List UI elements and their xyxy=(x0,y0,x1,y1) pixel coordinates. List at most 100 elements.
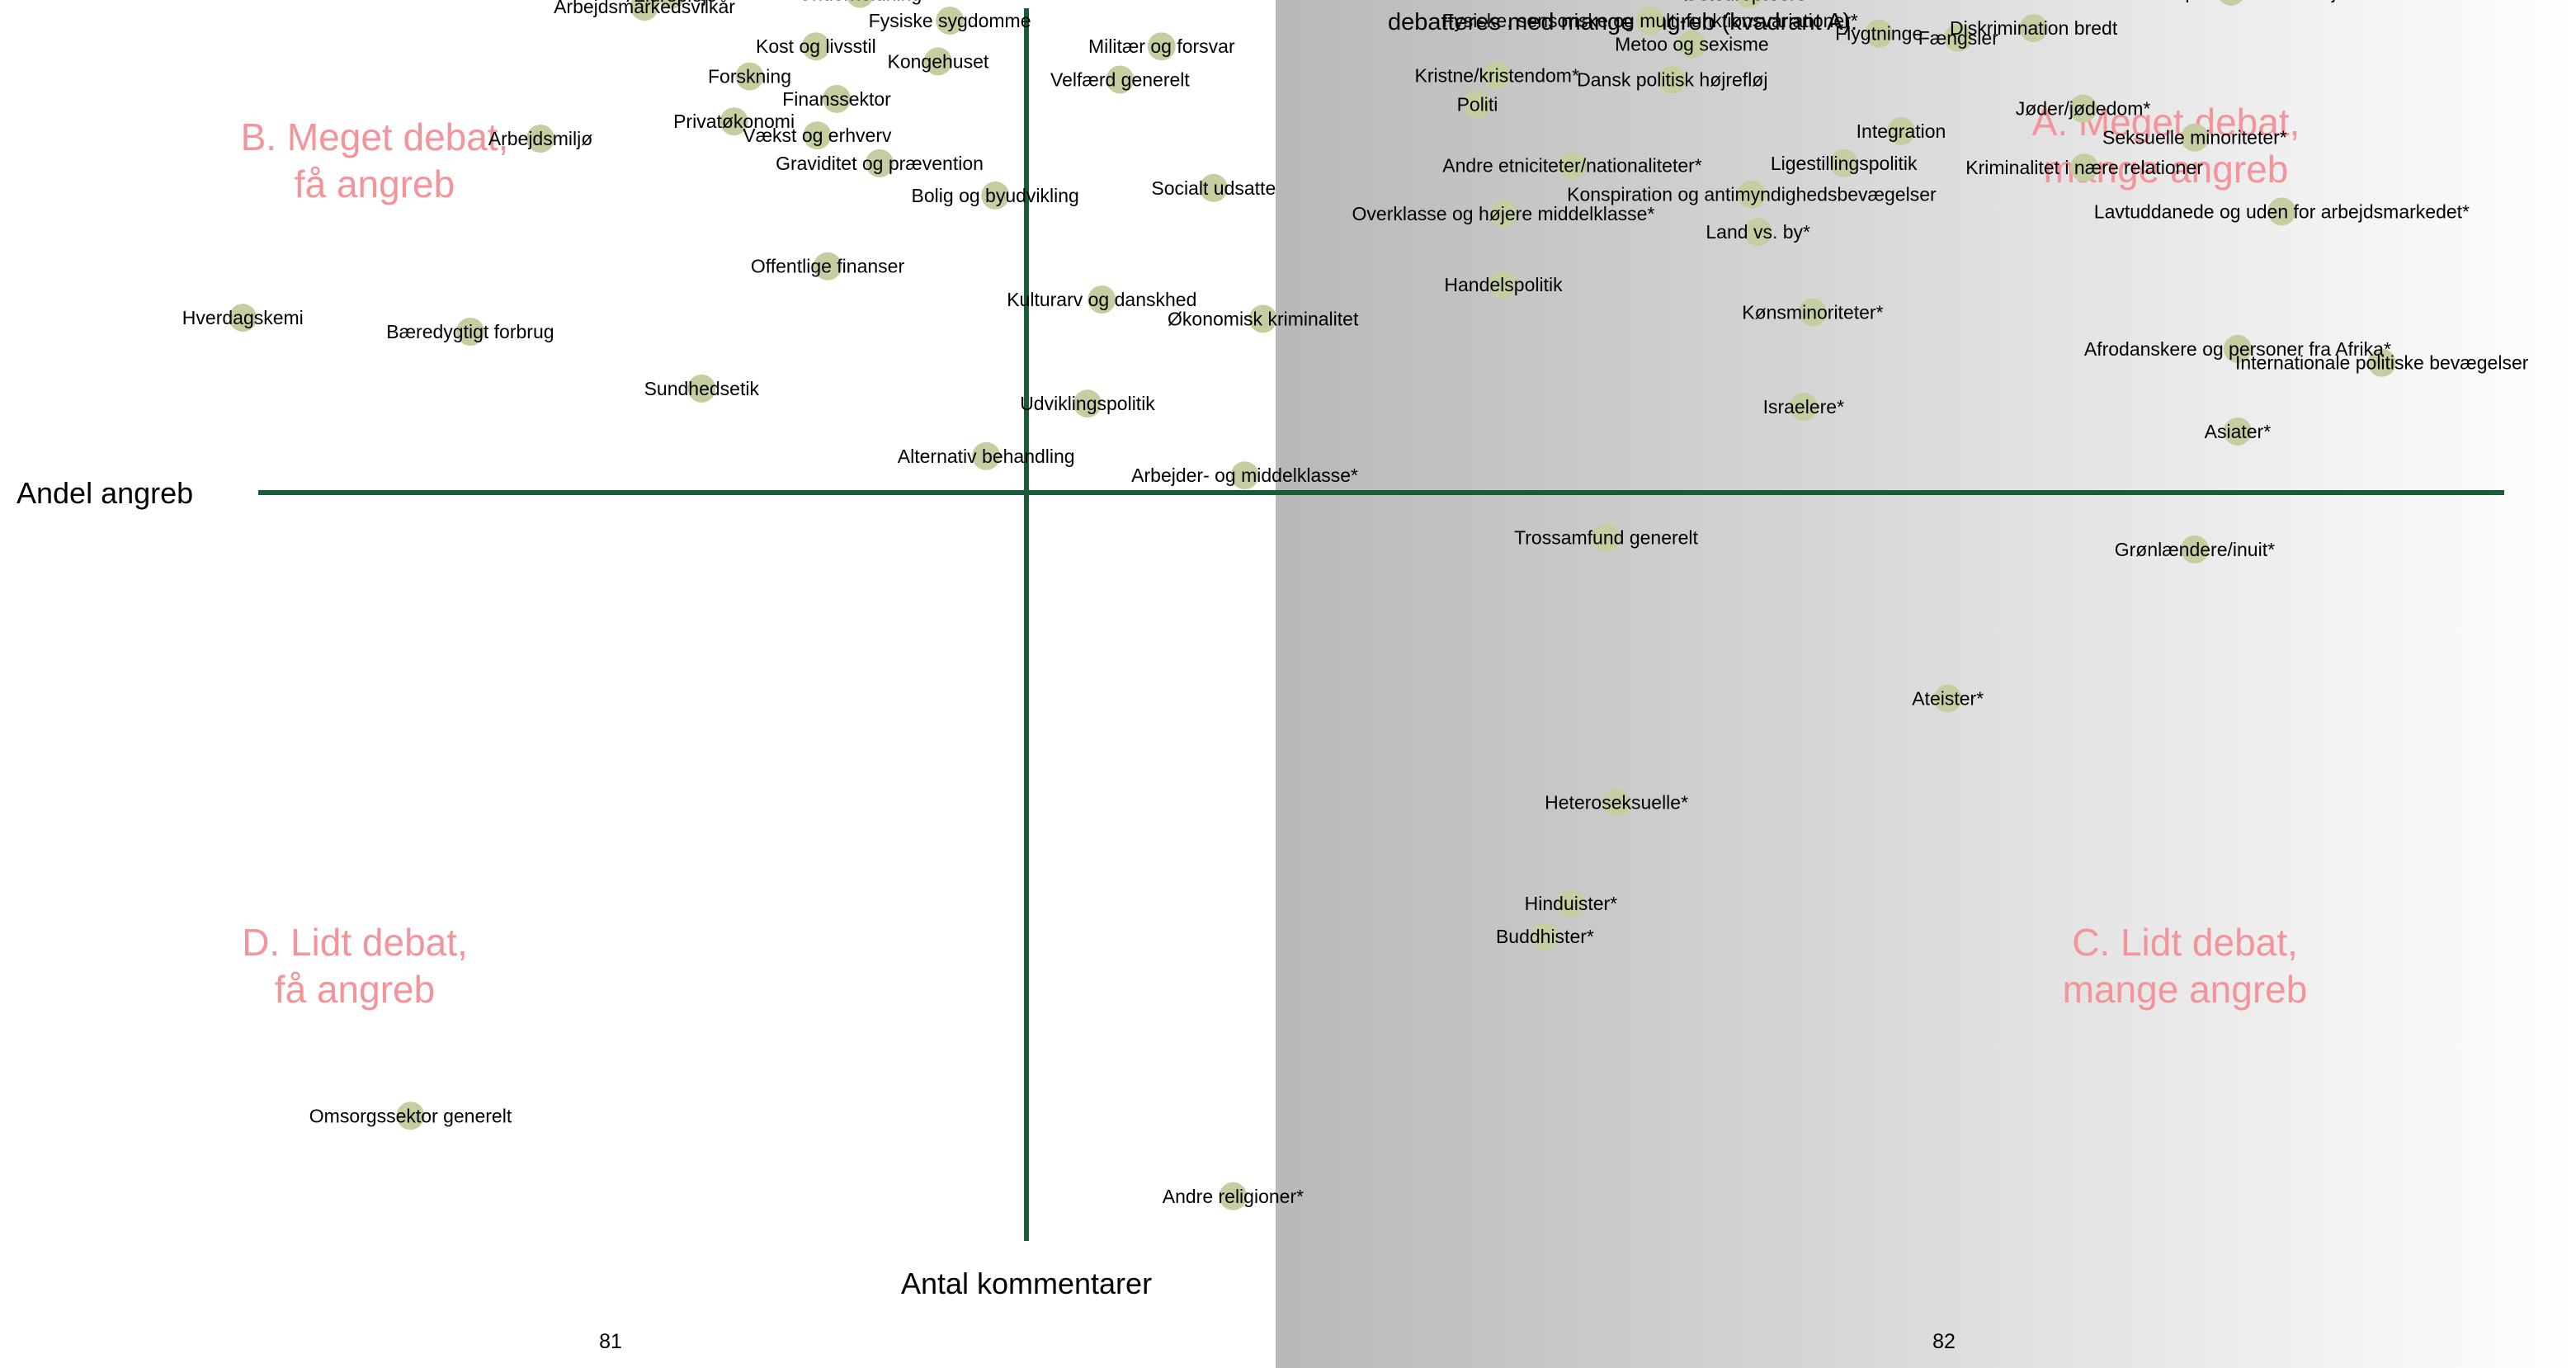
point-label: Fysiske, sensoriske og multi-funktionsva… xyxy=(1442,10,1858,31)
point-label: Lavtuddanede og uden for arbejdsmarkedet… xyxy=(2094,200,2470,222)
point-marker xyxy=(923,47,952,76)
point-label: Hinduister* xyxy=(1525,893,1618,914)
quadrant-label-top-left-line-2: få angreb xyxy=(295,163,455,205)
point-label: Andre religioner* xyxy=(1163,1186,1304,1207)
point-label: Seksuelle minoriteter* xyxy=(2102,127,2287,149)
point-label: Udviklingspolitik xyxy=(1020,393,1155,414)
point-marker xyxy=(2223,417,2252,446)
point-marker xyxy=(1677,30,1706,59)
point-marker xyxy=(1737,180,1766,209)
point-label: Heteroseksuelle* xyxy=(1545,792,1688,814)
point-marker xyxy=(2220,0,2243,6)
point-label: Flygtninge xyxy=(1835,23,1923,45)
point-marker xyxy=(1248,304,1277,333)
point-marker xyxy=(2019,14,2048,43)
point-label: Grønlændere/inuit* xyxy=(2115,539,2275,560)
point-marker xyxy=(1933,684,1962,713)
point-marker xyxy=(2367,348,2396,377)
point-label: Privatøkonomi xyxy=(673,111,795,132)
point-label: Forskning xyxy=(708,66,791,87)
point-label: Internationale politiske bevægelser xyxy=(2235,352,2529,374)
point-label: Dansk politisk højrefløj xyxy=(1577,69,1767,91)
point-label: Ateister* xyxy=(1912,688,1984,710)
point-label: Kongehuset xyxy=(888,50,989,72)
point-label: Hverdagskemi xyxy=(182,307,304,328)
quadrant-label-bottom-left-line-1: D. Lidt debat, xyxy=(242,921,468,964)
point-marker xyxy=(814,252,842,281)
point-marker xyxy=(1636,7,1664,35)
point-label: Vækst og erhverv xyxy=(743,125,892,146)
point-label: Andre etniciteter/nationaliteter* xyxy=(1442,155,1702,177)
point-label: Politi xyxy=(1457,93,1498,115)
page-number-left: 81 xyxy=(599,1330,622,1353)
point-marker xyxy=(2267,197,2296,226)
point-label: Fængsler xyxy=(1918,27,1998,49)
point-label: Overklasse og højere middelklasse* xyxy=(1352,203,1655,224)
point-marker xyxy=(2069,94,2097,123)
point-marker xyxy=(1489,270,1517,299)
point-label: Økonomisk kriminalitet xyxy=(1168,308,1359,329)
point-label: Arbejder- og middelklasse* xyxy=(1131,465,1358,486)
point-label: Finanssektor xyxy=(782,88,891,110)
point-label: Alternativ behandling xyxy=(898,446,1075,467)
quadrant-label-bottom-right-line-1: C. Lidt debat, xyxy=(2072,921,2298,964)
point-marker xyxy=(396,1101,425,1130)
point-marker xyxy=(823,84,851,113)
point-marker xyxy=(1558,151,1587,180)
point-marker xyxy=(1219,1182,1248,1210)
point-marker xyxy=(1789,393,1818,421)
point-marker xyxy=(936,7,965,35)
quadrant-label-bottom-right-line-2: mange angreb xyxy=(2063,968,2308,1011)
point-marker xyxy=(1736,0,1762,8)
point-label: Bolig og byudvikling xyxy=(912,185,1079,206)
point-label: Kulturarv og danskhed xyxy=(1007,289,1196,310)
point-marker xyxy=(2070,153,2099,182)
point-label: Østeuropæere* xyxy=(1684,0,1814,5)
quadrant-label-top-left-line-1: B. Meget debat, xyxy=(241,116,509,158)
point-marker xyxy=(1199,173,1228,202)
point-label: Buddhister* xyxy=(1496,926,1594,947)
point-marker xyxy=(1556,889,1585,918)
point-marker xyxy=(1743,218,1772,247)
point-marker xyxy=(1106,65,1135,94)
note-line-2: debatteres med mange angreb (kvadrant A)… xyxy=(1388,9,1857,35)
x-axis-label: Antal kommentarer xyxy=(901,1267,1152,1300)
point-marker xyxy=(2180,535,2209,564)
point-label: Militær og forsvar xyxy=(1088,35,1235,57)
point-label: Sundhedsetik xyxy=(644,378,760,399)
point-marker xyxy=(866,149,894,177)
point-marker xyxy=(630,0,658,21)
point-label: Afrodanskere og personer fra Afrika* xyxy=(2084,338,2391,360)
point-label: Asiater* xyxy=(2205,421,2272,442)
point-marker xyxy=(972,441,1001,470)
point-label: Socialt udsatte xyxy=(1151,177,1276,199)
point-label: Kønsminoriteter* xyxy=(1742,302,1883,323)
point-label: Land vs. by* xyxy=(1706,221,1810,243)
right-half-shading xyxy=(1276,0,2576,1368)
point-label: Velfærd generelt xyxy=(1050,69,1190,91)
point-label: Underholdning xyxy=(799,0,922,5)
point-label: Jøder/jødedom* xyxy=(2016,98,2151,120)
point-marker xyxy=(455,318,484,346)
point-label: Fysiske sygdomme xyxy=(869,10,1031,31)
point-label: Dansk politisk venstrefløj xyxy=(2126,0,2336,2)
point-label: Israelere* xyxy=(1763,396,1844,417)
point-marker xyxy=(229,304,257,333)
point-marker xyxy=(1489,200,1517,228)
point-marker xyxy=(1463,90,1492,119)
point-marker xyxy=(1865,19,1894,48)
point-label: Kriminalitet i nære relationer xyxy=(1965,157,2203,178)
point-label: Metoo og sexisme xyxy=(1615,34,1769,55)
point-marker xyxy=(526,125,554,153)
point-marker xyxy=(1887,116,1915,145)
point-label: Omsorgssektor generelt xyxy=(309,1105,512,1126)
point-marker xyxy=(803,121,832,150)
point-label: Diskrimination bredt xyxy=(1950,17,2118,39)
point-marker xyxy=(1483,61,1512,90)
point-label: Offentlige finanser xyxy=(751,256,905,277)
point-marker xyxy=(1147,32,1176,61)
point-markers xyxy=(229,0,2396,1210)
quadrant-label-bottom-left-line-2: få angreb xyxy=(275,968,435,1011)
